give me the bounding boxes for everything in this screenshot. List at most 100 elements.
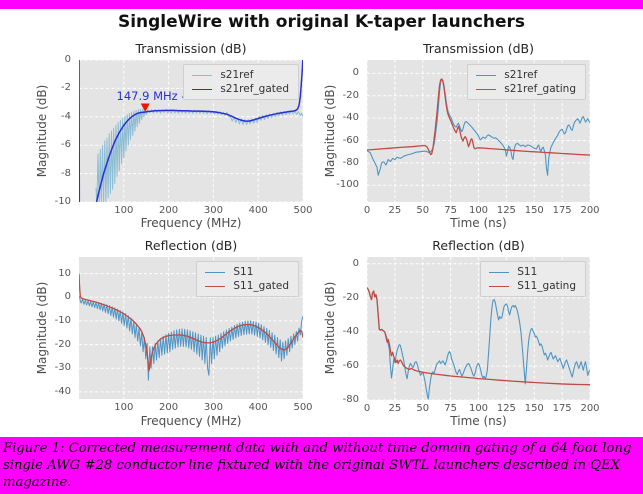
legend-label: s21ref_gating bbox=[504, 83, 576, 95]
x-tick-label: 175 bbox=[552, 205, 572, 216]
legend-label: S11_gating bbox=[517, 280, 576, 292]
y-tick-label: -40 bbox=[342, 112, 359, 124]
x-tick-label: 150 bbox=[524, 205, 544, 216]
x-tick-label: 200 bbox=[580, 403, 600, 414]
y-tick-label: -6 bbox=[61, 139, 71, 151]
series-line-s21ref_gating bbox=[367, 78, 590, 156]
y-tick-label: 0 bbox=[352, 67, 359, 79]
y-tick-label: 0 bbox=[352, 257, 359, 269]
x-tick-label: 175 bbox=[552, 403, 572, 414]
legend-item: S11 bbox=[489, 265, 576, 279]
x-tick-label: 125 bbox=[496, 205, 516, 216]
x-tick-label: 50 bbox=[416, 205, 430, 216]
y-tick-label: -30 bbox=[54, 362, 71, 374]
chart-title: Reflection (dB) bbox=[432, 238, 525, 253]
caption-line: Figure 1: Corrected measurement data wit… bbox=[3, 441, 632, 456]
y-tick-label: -10 bbox=[54, 196, 71, 207]
legend-line-swatch bbox=[192, 74, 213, 76]
x-axis-label: Frequency (MHz) bbox=[140, 414, 242, 428]
x-axis-label: Time (ns) bbox=[450, 216, 507, 230]
legend-label: s21ref_gated bbox=[220, 83, 289, 95]
x-tick-label: 400 bbox=[248, 402, 268, 413]
caption-line: single AWG #28 conductor line fixtured w… bbox=[3, 458, 621, 474]
plot-canvas bbox=[79, 257, 303, 399]
chart-title: Transmission (dB) bbox=[135, 41, 247, 56]
legend-line-swatch bbox=[205, 271, 226, 273]
plot-area: s21ref s21ref_gating bbox=[367, 60, 590, 202]
y-tick-label: -100 bbox=[336, 179, 359, 191]
x-tick-label: 25 bbox=[388, 403, 402, 414]
x-tick-label: 100 bbox=[114, 205, 134, 216]
plot-area: S11 S11_gating bbox=[367, 257, 590, 400]
x-axis-label: Time (ns) bbox=[450, 414, 507, 428]
figure-caption: Figure 1: Corrected measurement data wit… bbox=[0, 437, 643, 494]
legend-label: s21ref bbox=[504, 69, 538, 81]
x-tick-label: 500 bbox=[293, 402, 313, 413]
x-tick-label: 100 bbox=[468, 403, 489, 414]
y-tick-label: -80 bbox=[342, 156, 359, 168]
caption-line: magazine. bbox=[3, 475, 72, 491]
legend-item: S11_gating bbox=[489, 279, 576, 293]
y-tick-label: -8 bbox=[61, 167, 71, 179]
legend: S11 S11_gating bbox=[480, 261, 586, 297]
y-tick-label: -40 bbox=[54, 385, 71, 397]
legend-item: s21ref_gated bbox=[192, 82, 289, 96]
legend-label: S11_gated bbox=[233, 280, 289, 292]
x-tick-label: 25 bbox=[388, 205, 402, 216]
plot-area: 147.9 MHz -3.66 dB s21ref s21ref_gated bbox=[79, 60, 303, 202]
x-tick-label: 500 bbox=[293, 205, 313, 216]
y-tick-label: -20 bbox=[342, 291, 359, 303]
y-tick-label: -10 bbox=[54, 314, 71, 326]
top-border-strip bbox=[0, 0, 643, 9]
legend-line-swatch bbox=[476, 88, 497, 90]
x-tick-label: 0 bbox=[363, 403, 371, 414]
x-tick-label: 300 bbox=[203, 402, 223, 413]
legend-label: s21ref bbox=[220, 69, 254, 81]
chart-title: Reflection (dB) bbox=[144, 238, 238, 253]
y-tick-label: 0 bbox=[64, 291, 71, 303]
y-tick-label: -60 bbox=[342, 359, 359, 371]
legend-item: s21ref bbox=[476, 68, 576, 82]
x-tick-label: 300 bbox=[203, 205, 223, 216]
legend-item: S11_gated bbox=[205, 279, 289, 293]
x-tick-label: 0 bbox=[363, 205, 371, 216]
legend-line-swatch bbox=[489, 271, 510, 273]
legend-line-swatch bbox=[205, 285, 226, 287]
y-tick-label: -40 bbox=[342, 325, 359, 337]
series-line-S11_gating bbox=[367, 287, 590, 386]
y-tick-label: -20 bbox=[54, 338, 71, 350]
series-line-S11 bbox=[367, 287, 590, 400]
legend-item: S11 bbox=[205, 265, 289, 279]
x-tick-label: 100 bbox=[114, 402, 134, 413]
legend-item: s21ref_gating bbox=[476, 82, 576, 96]
annotation-marker-icon bbox=[140, 103, 150, 112]
x-tick-label: 200 bbox=[159, 402, 179, 413]
series-line-s21ref_gated bbox=[79, 60, 303, 202]
legend-label: S11 bbox=[517, 266, 538, 278]
x-tick-label: 200 bbox=[159, 205, 179, 216]
y-tick-label: 10 bbox=[58, 267, 71, 279]
legend: s21ref s21ref_gated bbox=[183, 64, 299, 100]
legend-item: s21ref bbox=[192, 68, 289, 82]
plot-area: S11 S11_gated bbox=[79, 257, 303, 399]
series-line-S11_gated bbox=[79, 273, 303, 372]
series-line-s21ref bbox=[95, 108, 303, 202]
y-tick-label: -2 bbox=[61, 82, 71, 94]
legend: s21ref s21ref_gating bbox=[467, 64, 586, 100]
x-tick-label: 400 bbox=[248, 205, 268, 216]
y-tick-label: -20 bbox=[342, 89, 359, 101]
y-tick-label: -4 bbox=[61, 110, 71, 122]
legend: S11 S11_gated bbox=[196, 261, 299, 297]
x-tick-label: 100 bbox=[468, 205, 489, 216]
figure-title: SingleWire with original K-taper launche… bbox=[117, 12, 526, 32]
y-tick-label: -60 bbox=[342, 134, 359, 146]
x-tick-label: 75 bbox=[444, 403, 457, 414]
y-tick-label: -80 bbox=[342, 394, 359, 405]
legend-label: S11 bbox=[233, 266, 254, 278]
series-line-S11 bbox=[79, 296, 303, 381]
